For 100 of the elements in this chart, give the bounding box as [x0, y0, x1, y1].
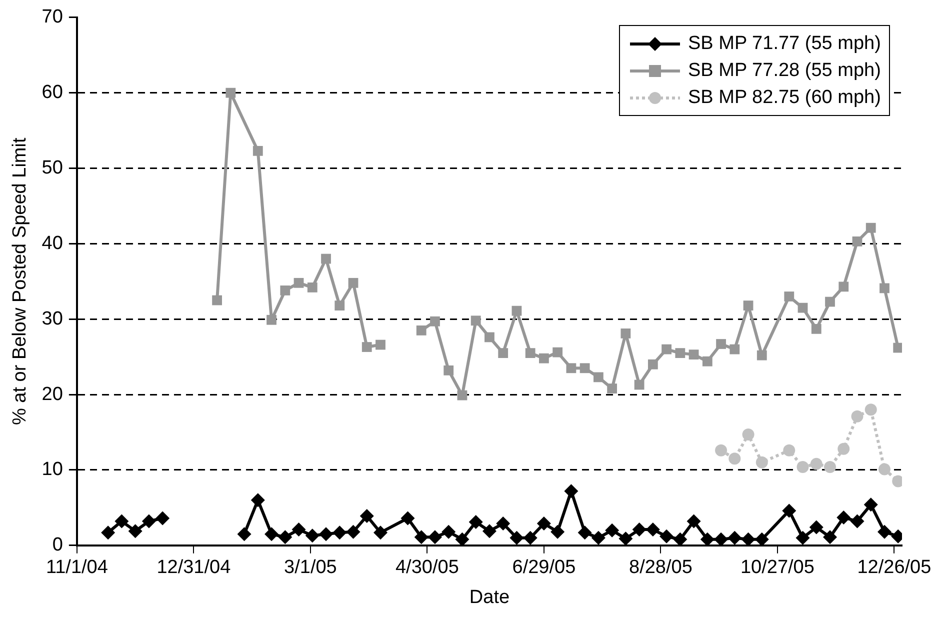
point	[809, 520, 824, 534]
point	[332, 526, 347, 540]
point	[796, 460, 809, 473]
point	[893, 342, 902, 353]
point	[811, 324, 822, 334]
point	[796, 530, 810, 545]
y-tick-label: 60	[42, 82, 63, 104]
point	[593, 372, 604, 382]
point	[632, 522, 646, 537]
point	[646, 522, 660, 537]
point	[237, 527, 252, 542]
point	[741, 532, 756, 546]
point	[482, 524, 496, 538]
point	[730, 344, 740, 354]
point	[880, 283, 890, 294]
y-tick-label: 70	[42, 6, 63, 28]
point	[700, 532, 714, 546]
point	[212, 295, 222, 306]
point	[878, 463, 890, 476]
point	[824, 460, 836, 473]
point	[662, 344, 672, 354]
point	[866, 222, 876, 233]
point	[634, 380, 644, 390]
point	[578, 526, 592, 540]
point	[715, 444, 728, 456]
point	[430, 316, 440, 326]
point	[321, 254, 331, 264]
point	[607, 384, 618, 394]
point	[264, 527, 279, 542]
point	[292, 522, 306, 537]
point	[510, 530, 524, 545]
point	[373, 526, 388, 540]
point	[539, 353, 549, 364]
point	[280, 286, 290, 296]
point	[226, 88, 236, 98]
point	[498, 348, 508, 358]
point	[552, 347, 563, 358]
point	[266, 314, 276, 325]
point	[348, 278, 358, 288]
point	[605, 523, 620, 538]
point	[307, 282, 318, 292]
point	[428, 530, 442, 544]
point	[838, 282, 849, 292]
point	[782, 504, 796, 518]
point	[851, 410, 864, 422]
point	[742, 428, 754, 441]
point	[825, 296, 835, 307]
point	[455, 532, 470, 546]
point	[688, 350, 699, 360]
point	[114, 514, 129, 528]
y-tick-label: 50	[42, 157, 63, 178]
point	[784, 292, 794, 302]
point	[128, 524, 142, 538]
point	[362, 342, 372, 352]
point	[523, 530, 538, 545]
point	[156, 511, 170, 526]
point	[444, 365, 454, 376]
x-tick-label: 6/29/05	[512, 557, 576, 578]
point	[564, 484, 578, 498]
point	[252, 146, 263, 156]
x-tick-label: 8/28/05	[629, 557, 692, 578]
point	[512, 306, 522, 316]
point	[877, 524, 892, 539]
point	[457, 390, 468, 400]
point	[823, 530, 837, 544]
point	[852, 236, 862, 246]
y-tick-label: 0	[52, 534, 63, 556]
point	[798, 302, 808, 313]
point	[728, 530, 742, 545]
point	[416, 325, 426, 336]
point	[360, 508, 374, 523]
point	[525, 348, 536, 358]
point	[864, 404, 877, 416]
point	[850, 514, 864, 528]
y-tick-label: 10	[42, 459, 63, 480]
point	[754, 532, 769, 546]
point	[864, 498, 878, 512]
point	[496, 516, 510, 531]
x-axis-title: Date	[469, 586, 510, 608]
point	[686, 514, 701, 528]
y-tick-label: 40	[42, 232, 63, 254]
point	[702, 356, 712, 366]
point	[566, 363, 576, 374]
point	[728, 452, 741, 465]
x-tick-label: 12/26/05	[857, 557, 932, 578]
point	[550, 524, 565, 539]
point	[620, 328, 631, 338]
legend-label: SB MP 77.28 (55 mph)	[688, 60, 881, 82]
point	[484, 332, 494, 342]
point	[648, 359, 658, 370]
point	[376, 340, 386, 350]
x-tick-label: 11/1/04	[46, 557, 108, 578]
point	[783, 444, 796, 456]
point	[250, 493, 265, 508]
point	[400, 511, 415, 526]
point	[334, 300, 345, 310]
point	[101, 526, 116, 540]
y-axis-title: % at or Below Posted Speed Limit	[10, 137, 31, 426]
point	[716, 339, 726, 349]
point	[714, 532, 728, 546]
